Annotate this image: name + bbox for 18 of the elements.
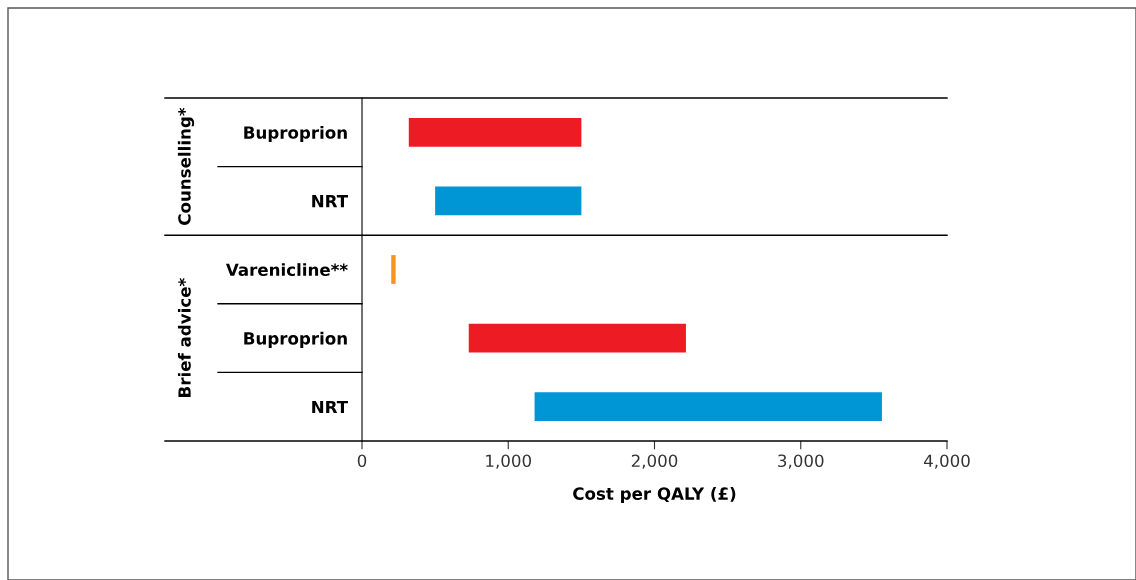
x-tick-label: 3,000: [778, 454, 824, 469]
bar: [534, 392, 882, 422]
bar: [468, 323, 686, 353]
x-tick-label: 0: [357, 454, 367, 468]
y-tick-label: Varenicline**: [225, 263, 348, 277]
y-tick-label: Buproprion: [244, 125, 347, 143]
x-tick-label: 2,000: [631, 454, 678, 469]
y-tick-label: NRT: [312, 400, 349, 414]
bar: [391, 255, 396, 284]
bar: [408, 117, 582, 147]
text: Counselling*: [177, 107, 195, 225]
x-tick-label: 1,000: [486, 454, 531, 469]
text: Brief advice*: [177, 278, 191, 397]
x-tick-label: 4,000: [923, 454, 970, 469]
bar: [435, 186, 582, 216]
y-tick-label: NRT: [312, 195, 349, 208]
y-tick-label: Buproprion: [244, 331, 347, 348]
x-axis-title: Cost per QALY (£): [573, 487, 736, 504]
